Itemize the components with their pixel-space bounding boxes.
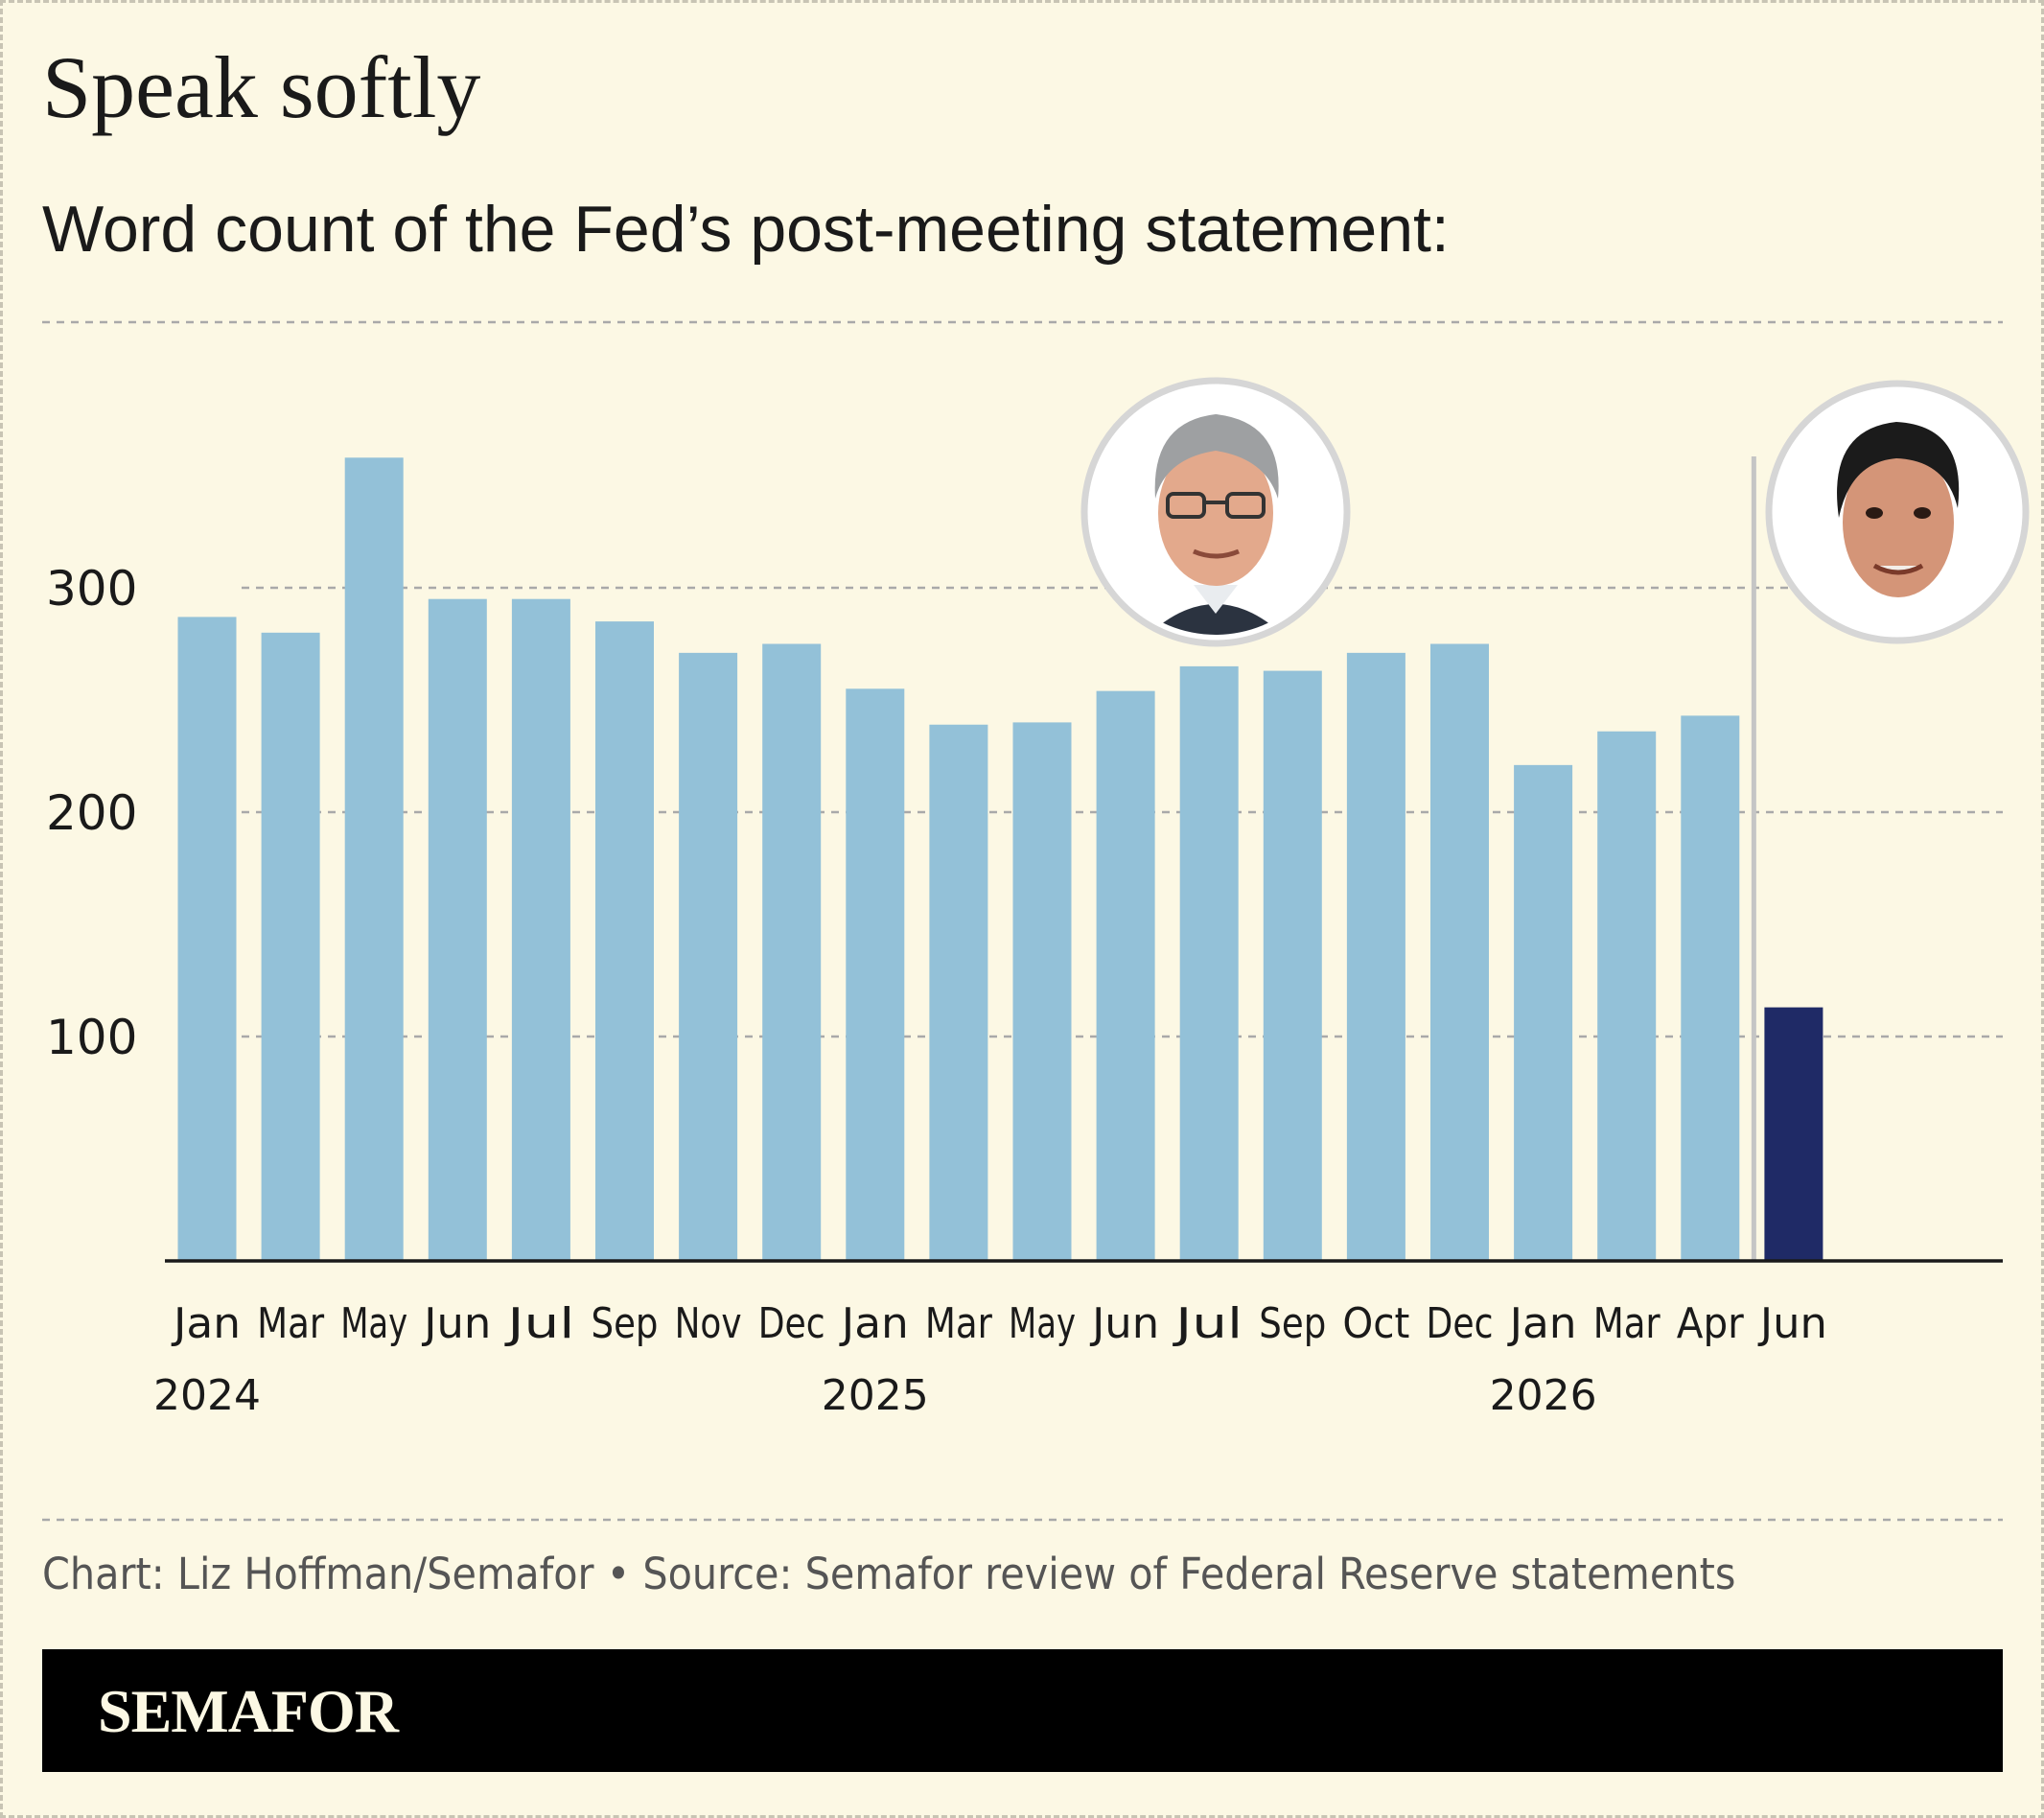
bar bbox=[595, 621, 654, 1261]
x-tick-label: Dec bbox=[758, 1299, 825, 1348]
brand-logo: SEMAFOR bbox=[98, 1677, 399, 1745]
bar bbox=[1764, 1007, 1823, 1261]
portrait-new-chair-icon bbox=[1765, 380, 2030, 644]
year-label: 2026 bbox=[1490, 1371, 1597, 1420]
bar bbox=[344, 457, 404, 1261]
x-tick-label: Jun bbox=[1757, 1299, 1827, 1348]
portrait-previous-chair-icon bbox=[1080, 377, 1351, 647]
bar bbox=[261, 632, 320, 1261]
x-tick-label: Nov bbox=[675, 1299, 742, 1348]
bar bbox=[1012, 722, 1072, 1261]
y-tick-label: 100 bbox=[46, 1010, 137, 1065]
bar bbox=[1681, 715, 1740, 1261]
bar bbox=[1430, 643, 1489, 1261]
bar bbox=[929, 724, 988, 1261]
x-tick-label: Mar bbox=[925, 1299, 993, 1348]
bar bbox=[1179, 665, 1239, 1261]
bar bbox=[177, 617, 237, 1261]
bar bbox=[762, 643, 822, 1261]
bar bbox=[511, 598, 570, 1261]
bar bbox=[1597, 731, 1657, 1261]
bar bbox=[1263, 670, 1322, 1261]
bar bbox=[679, 652, 738, 1261]
x-tick-label: Oct bbox=[1342, 1299, 1409, 1348]
chart-credit: Chart: Liz Hoffman/Semafor • Source: Sem… bbox=[42, 1549, 1736, 1599]
chart-title: Speak softly bbox=[42, 38, 481, 136]
year-label: 2024 bbox=[153, 1371, 261, 1420]
chart-subtitle: Word count of the Fed’s post-meeting sta… bbox=[42, 193, 1450, 266]
x-tick-label: Sep bbox=[1259, 1299, 1326, 1348]
x-tick-label: Jan bbox=[1507, 1299, 1577, 1348]
x-tick-label: Apr bbox=[1677, 1299, 1745, 1348]
x-tick-label: Jan bbox=[171, 1299, 241, 1348]
x-tick-label: Jul bbox=[1172, 1299, 1243, 1348]
x-tick-label: Jul bbox=[503, 1299, 574, 1348]
bar bbox=[428, 598, 487, 1261]
y-tick-label: 200 bbox=[46, 785, 137, 841]
bar bbox=[1096, 690, 1155, 1261]
x-tick-label: Mar bbox=[1593, 1299, 1661, 1348]
x-tick-label: Sep bbox=[592, 1299, 659, 1348]
x-tick-label: Jun bbox=[421, 1299, 491, 1348]
bar bbox=[1514, 764, 1573, 1261]
y-tick-label: 300 bbox=[46, 561, 137, 617]
x-tick-label: May bbox=[340, 1299, 407, 1348]
x-tick-label: Mar bbox=[257, 1299, 325, 1348]
year-label: 2025 bbox=[822, 1371, 929, 1420]
x-tick-label: Dec bbox=[1427, 1299, 1494, 1348]
bar bbox=[1346, 652, 1405, 1261]
brand-bar: SEMAFOR bbox=[42, 1649, 2003, 1772]
bar bbox=[846, 688, 905, 1261]
x-tick-label: Jan bbox=[839, 1299, 909, 1348]
x-tick-label: May bbox=[1009, 1299, 1076, 1348]
x-tick-label: Jun bbox=[1089, 1299, 1159, 1348]
